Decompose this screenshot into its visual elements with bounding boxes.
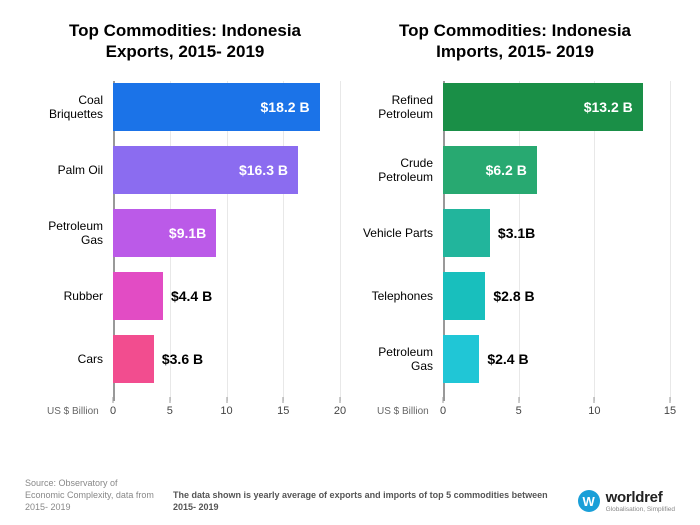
x-tick-label: 0 — [440, 405, 446, 417]
x-tick-label: 0 — [110, 405, 116, 417]
x-tick-mark — [340, 397, 341, 403]
imports-bar-row: $6.2 B — [443, 146, 670, 194]
exports-chart: US $ Billion $18.2 B $16.3 B $9.1B $4.4 B $3… — [25, 81, 345, 441]
imports-bar-value: $3.1B — [498, 225, 535, 241]
x-tick-label: 15 — [664, 405, 676, 417]
exports-category-label: Petroleum Gas — [25, 209, 109, 257]
x-tick-mark — [283, 397, 284, 403]
exports-bar-row: $3.6 B — [113, 335, 340, 383]
exports-category-label: Cars — [25, 335, 109, 383]
x-tick-mark — [169, 397, 170, 403]
imports-bar — [443, 272, 485, 320]
exports-x-label: US $ Billion — [47, 406, 99, 417]
imports-bar-row: $13.2 B — [443, 83, 670, 131]
imports-bar: $6.2 B — [443, 146, 537, 194]
exports-bar-value: $9.1B — [169, 225, 206, 241]
exports-bar: $18.2 B — [113, 83, 320, 131]
footer: Source: Observatory of Economic Complexi… — [0, 477, 700, 513]
grid-line — [340, 81, 341, 401]
imports-category-label: Crude Petroleum — [355, 146, 439, 194]
imports-chart: US $ Billion $13.2 B $6.2 B $3.1B $2.8 B $2.… — [355, 81, 675, 441]
imports-bar-value: $6.2 B — [486, 162, 527, 178]
exports-category-label: Coal Briquettes — [25, 83, 109, 131]
x-tick-mark — [594, 397, 595, 403]
imports-bar — [443, 335, 479, 383]
footer-note: The data shown is yearly average of expo… — [173, 489, 560, 513]
x-tick-label: 15 — [277, 405, 289, 417]
exports-bar-row: $16.3 B — [113, 146, 340, 194]
imports-bar-row: $2.4 B — [443, 335, 670, 383]
imports-title: Top Commodities: Indonesia Imports, 2015… — [355, 20, 675, 63]
imports-bar-row: $2.8 B — [443, 272, 670, 320]
imports-panel: Top Commodities: Indonesia Imports, 2015… — [355, 20, 675, 441]
grid-line — [670, 81, 671, 401]
exports-category-label: Rubber — [25, 272, 109, 320]
imports-category-label: Petroleum Gas — [355, 335, 439, 383]
imports-bar-value: $2.8 B — [493, 288, 534, 304]
x-tick-label: 10 — [220, 405, 232, 417]
exports-bar-value: $3.6 B — [162, 351, 203, 367]
exports-bar-value: $16.3 B — [239, 162, 288, 178]
exports-bar-value: $4.4 B — [171, 288, 212, 304]
chart-container: Top Commodities: Indonesia Exports, 2015… — [0, 0, 700, 441]
x-tick-mark — [226, 397, 227, 403]
brand: W worldref Globalisation, Simplified — [578, 489, 675, 513]
exports-panel: Top Commodities: Indonesia Exports, 2015… — [25, 20, 345, 441]
exports-bar: $16.3 B — [113, 146, 298, 194]
x-tick-mark — [113, 397, 114, 403]
exports-bar — [113, 335, 154, 383]
imports-bar — [443, 209, 490, 257]
exports-bar-row: $4.4 B — [113, 272, 340, 320]
imports-x-label: US $ Billion — [377, 406, 429, 417]
x-tick-mark — [518, 397, 519, 403]
brand-tagline: Globalisation, Simplified — [606, 506, 675, 513]
x-tick-mark — [670, 397, 671, 403]
imports-category-label: Telephones — [355, 272, 439, 320]
exports-bar-row: $18.2 B — [113, 83, 340, 131]
imports-bar: $13.2 B — [443, 83, 643, 131]
imports-category-label: Vehicle Parts — [355, 209, 439, 257]
exports-bar — [113, 272, 163, 320]
exports-bar-value: $18.2 B — [261, 99, 310, 115]
exports-category-label: Palm Oil — [25, 146, 109, 194]
brand-logo-icon: W — [578, 490, 600, 512]
x-tick-mark — [443, 397, 444, 403]
brand-name: worldref — [606, 489, 675, 506]
x-tick-label: 5 — [516, 405, 522, 417]
imports-bar-row: $3.1B — [443, 209, 670, 257]
exports-bar-row: $9.1B — [113, 209, 340, 257]
imports-bar-value: $13.2 B — [584, 99, 633, 115]
exports-bar: $9.1B — [113, 209, 216, 257]
imports-bar-value: $2.4 B — [487, 351, 528, 367]
imports-category-label: Refined Petroleum — [355, 83, 439, 131]
x-tick-label: 5 — [167, 405, 173, 417]
source-text: Source: Observatory of Economic Complexi… — [25, 477, 155, 513]
exports-title: Top Commodities: Indonesia Exports, 2015… — [25, 20, 345, 63]
x-tick-label: 20 — [334, 405, 346, 417]
x-tick-label: 10 — [588, 405, 600, 417]
